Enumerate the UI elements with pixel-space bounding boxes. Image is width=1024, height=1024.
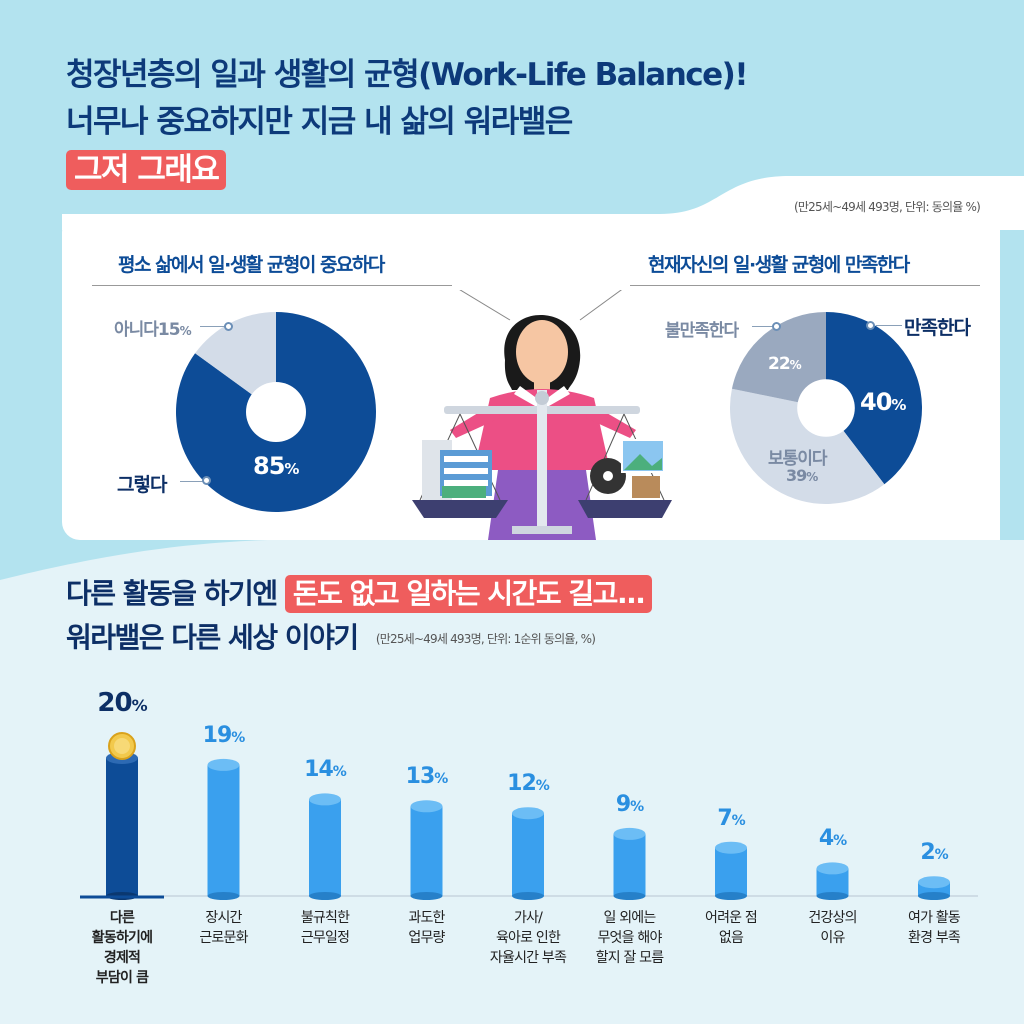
bar-base xyxy=(613,892,646,900)
bar-base xyxy=(918,892,950,900)
bar-3-value: 14% xyxy=(304,757,347,783)
pie1-hole xyxy=(246,382,306,442)
bar-body xyxy=(512,813,544,896)
bar-4-category: 과도한 업무량 xyxy=(408,910,445,946)
bar-base xyxy=(715,892,747,900)
bar-1 xyxy=(106,752,138,900)
pie2-title: 현재자신의 일·생활 균형에 만족한다 xyxy=(648,254,910,276)
bar-cap xyxy=(309,793,341,806)
bar-3-category: 불규칙한 근무일정 xyxy=(300,910,350,946)
pie2-title-rule xyxy=(630,285,980,286)
bar-body xyxy=(613,833,646,896)
section2-title: 다른 활동을 하기엔 돈도 없고 일하는 시간도 길고... 워라밸은 다른 세… xyxy=(66,572,653,661)
pie1-label-yes: 그렇다 xyxy=(117,474,167,496)
pie2-chart xyxy=(730,312,922,504)
pie1-dot-no xyxy=(224,322,233,331)
survey-note-bottom: (만25세~49세 493명, 단위: 1순위 동의율, %) xyxy=(375,632,596,646)
pie2-label-satisfied: 만족한다 xyxy=(904,317,971,339)
survey-note-top: (만25세~49세 493명, 단위: 동의율 %) xyxy=(794,200,981,214)
bar-4-value: 13% xyxy=(405,764,449,790)
pie2-value-satisfied: 40% xyxy=(860,388,906,416)
bar-cap xyxy=(207,758,240,771)
bar-4 xyxy=(410,800,443,900)
bar-cap xyxy=(512,807,544,820)
pie2-value-neutral: 39% xyxy=(786,466,818,485)
leisure-items-icon xyxy=(590,439,665,498)
bar-2-category: 장시간 근로문화 xyxy=(199,910,248,946)
pie2-leader-satisfied xyxy=(876,325,902,326)
section2-title-part1: 다른 활동을 하기엔 xyxy=(66,577,278,610)
bar-5 xyxy=(512,807,544,900)
pie2-hole xyxy=(797,379,855,437)
office-documents-icon xyxy=(422,440,492,500)
pie2-value-dissatisfied: 22% xyxy=(768,354,802,374)
woman-scale-illustration xyxy=(412,290,672,540)
bar-base xyxy=(512,892,544,900)
bar-body xyxy=(715,847,747,896)
bar-8-value: 4% xyxy=(818,826,847,852)
bar-5-category: 가사/육아로 인한 자율시간 부족 xyxy=(489,910,567,966)
pie1-slice-no xyxy=(195,312,276,412)
pie2-dot-dissatisfied xyxy=(772,322,781,331)
pie2-label-neutral: 보통이다 xyxy=(768,449,828,469)
pie2-dot-satisfied xyxy=(866,321,875,330)
pie1-label-no: 아니다15% xyxy=(114,320,192,340)
bar-body xyxy=(410,806,443,896)
pie2-slice-dissatisfied xyxy=(731,312,826,408)
bar-cap xyxy=(410,800,443,813)
bar-7 xyxy=(715,841,747,900)
section2-title-highlight: 돈도 없고 일하는 시간도 길고... xyxy=(284,575,653,613)
pie2-slice-neutral xyxy=(730,388,885,504)
pie2-label-dissatisfied: 불만족한다 xyxy=(665,321,739,341)
title-highlight: 그저 그래요 xyxy=(66,150,227,190)
bar-9-value: 2% xyxy=(920,840,948,866)
bar-base xyxy=(816,892,849,900)
pie1-title-rule xyxy=(92,285,452,286)
bar-1-value: 20% xyxy=(97,688,147,718)
bar-body xyxy=(309,799,341,896)
bar-7-value: 7% xyxy=(717,805,745,831)
pie1-dot-yes xyxy=(202,476,211,485)
bar-cap xyxy=(613,827,646,840)
bar-body xyxy=(207,764,240,896)
coin-icon xyxy=(108,732,136,760)
pie2-slice-satisfied xyxy=(826,312,922,485)
pie1-title: 평소 삶에서 일·생활 균형이 중요하다 xyxy=(118,254,385,276)
balance-scale-icon xyxy=(412,390,672,534)
title-line-1: 청장년층의 일과 생활의 균형(Work-Life Balance)! xyxy=(66,57,749,93)
bar-9 xyxy=(918,876,950,900)
bar-8 xyxy=(816,862,849,900)
bar-cap xyxy=(918,876,950,889)
bar-2-value: 19% xyxy=(202,722,246,748)
bar-8-category: 건강상의 이유 xyxy=(808,910,857,946)
pie1-leader-yes xyxy=(180,481,204,482)
bar-base xyxy=(207,892,240,900)
pie1-value-yes: 85% xyxy=(253,452,299,480)
bottom-background xyxy=(0,539,1024,1024)
bar-body xyxy=(106,758,138,896)
bar-6 xyxy=(613,827,646,900)
bar-cap xyxy=(715,841,747,854)
bar-1-category: 다른 활동하기에 경제적 부담이 큼 xyxy=(91,910,153,986)
bar-3 xyxy=(309,793,341,900)
bar-base xyxy=(410,892,443,900)
bar-5-value: 12% xyxy=(507,771,550,797)
pointer-lines-icon xyxy=(459,290,622,321)
pie2-leader-dissatisfied xyxy=(752,326,774,327)
bar-base xyxy=(309,892,341,900)
section2-title-line2: 워라밸은 다른 세상 이야기 xyxy=(66,621,359,654)
bar-cap xyxy=(816,862,849,875)
pie1-chart xyxy=(176,312,376,512)
bar-6-category: 일 외에는 무엇을 해야 할지 잘 모름 xyxy=(595,910,665,966)
bar-6-value: 9% xyxy=(615,791,644,817)
bar-7-category: 어려운 점 없음 xyxy=(705,910,758,946)
title-line-2: 너무나 중요하지만 지금 내 삶의 워라밸은 xyxy=(66,104,573,140)
bar-2 xyxy=(207,758,240,900)
bar-9-category: 여가 활동 환경 부족 xyxy=(908,910,961,946)
pie1-leader-no xyxy=(200,326,226,327)
main-title: 청장년층의 일과 생활의 균형(Work-Life Balance)! 너무나 … xyxy=(66,52,749,194)
